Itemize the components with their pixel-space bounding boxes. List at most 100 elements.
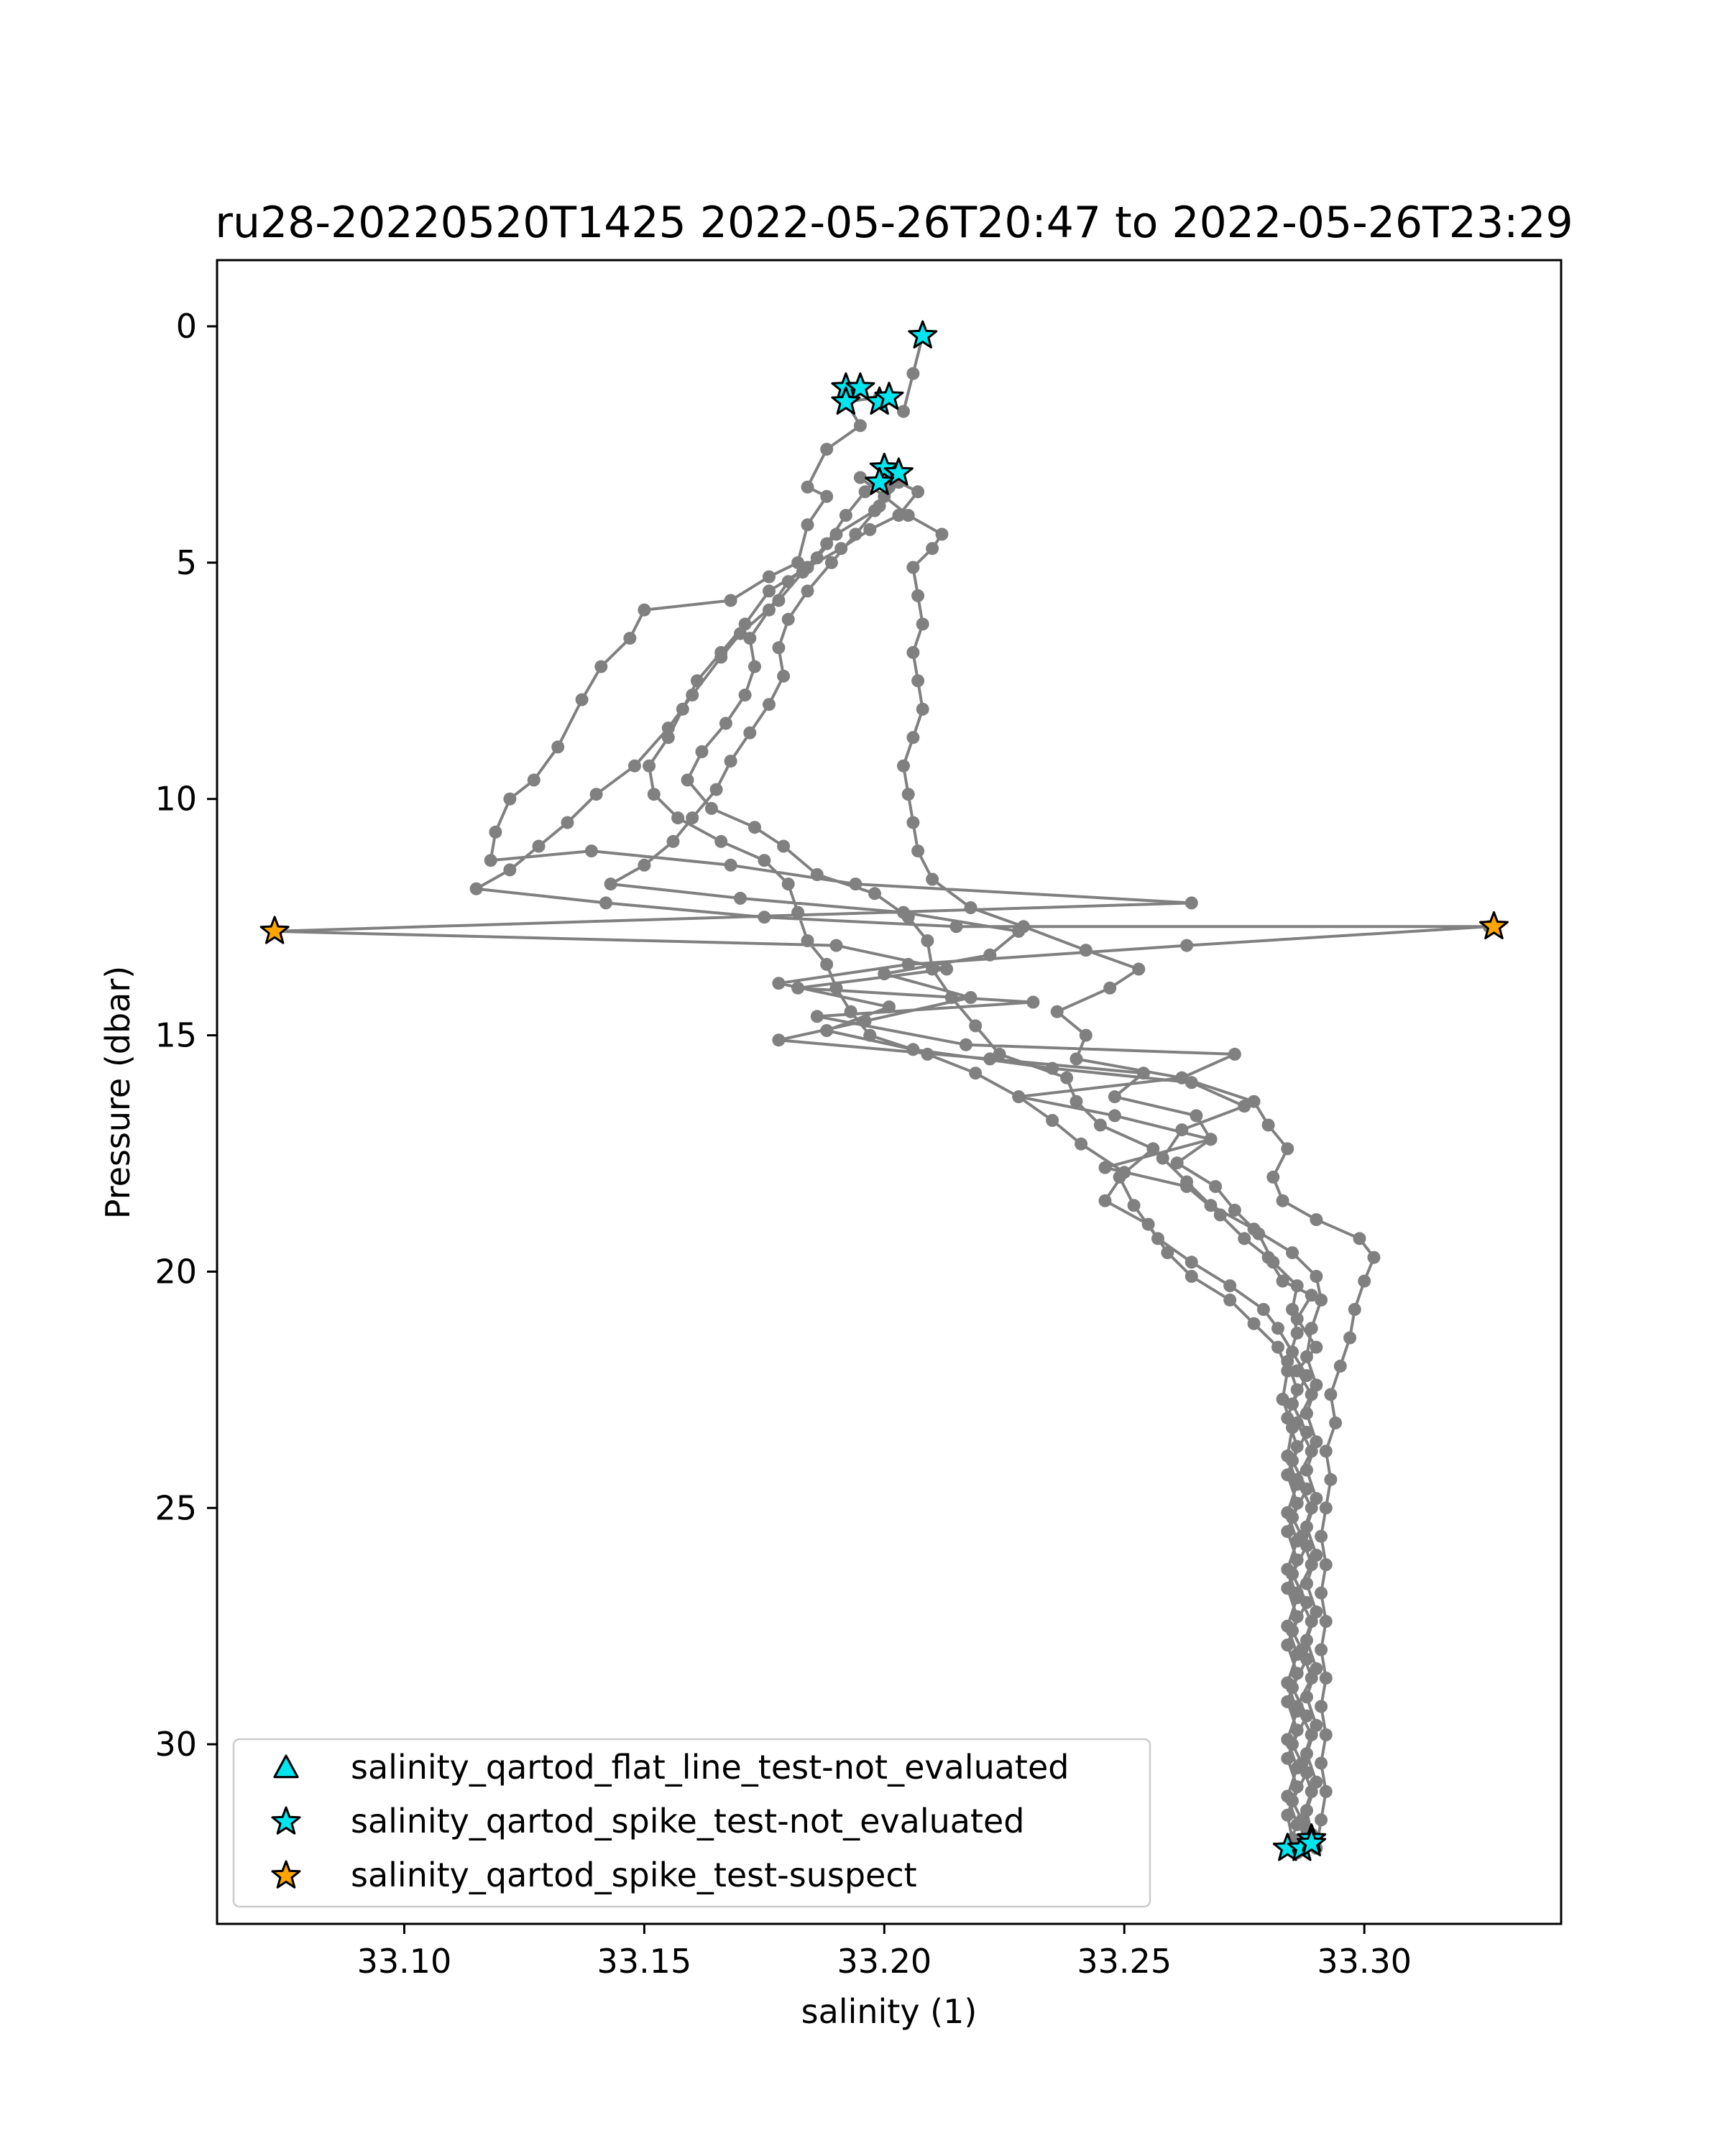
profile-point: [820, 957, 834, 971]
profile-point: [801, 518, 814, 532]
profile-point: [1310, 1213, 1323, 1227]
profile-point: [714, 834, 728, 848]
profile-point: [1286, 1303, 1299, 1316]
profile-point: [853, 419, 867, 433]
profile-point: [1310, 1775, 1323, 1789]
profile-point: [1290, 1648, 1304, 1662]
profile-point: [1290, 1496, 1304, 1510]
profile-point: [1290, 1818, 1304, 1831]
profile-point: [748, 660, 761, 673]
profile-point: [1175, 1071, 1189, 1084]
qc-star-marker: [831, 386, 861, 415]
profile-point: [1276, 1393, 1289, 1406]
profile-point: [844, 1005, 857, 1018]
profile-point: [1300, 1350, 1313, 1363]
profile-point: [1184, 1270, 1198, 1283]
profile-point: [1271, 1322, 1284, 1335]
legend: salinity_qartod_flat_line_test-not_evalu…: [232, 1738, 1151, 1908]
profile-point: [1353, 1232, 1366, 1245]
profile-point: [734, 891, 747, 905]
profile-point: [883, 1000, 896, 1014]
qc-star-marker: [845, 372, 875, 401]
profile-point: [1290, 1610, 1304, 1623]
profile-point: [1315, 1529, 1328, 1543]
profile-point: [1343, 1331, 1357, 1345]
y-tick-label: 10: [155, 780, 197, 819]
profile-point: [983, 1052, 997, 1066]
legend-label: salinity_qartod_flat_line_test-not_evalu…: [351, 1748, 1069, 1787]
profile-point: [1300, 1595, 1313, 1609]
profile-point: [1256, 1303, 1270, 1316]
profile-point: [935, 528, 949, 541]
profile-point: [916, 617, 929, 631]
qc-marker-layer: [259, 320, 1509, 1861]
profile-point: [829, 528, 843, 541]
profile-point: [1300, 1709, 1313, 1723]
legend-marker-star: [271, 1806, 301, 1835]
profile-point: [1300, 1426, 1313, 1439]
profile-point: [820, 537, 834, 550]
legend-symbol: [271, 1860, 301, 1889]
profile-point: [1204, 1133, 1218, 1146]
profile-point: [1310, 1340, 1323, 1354]
profile-point: [748, 821, 761, 834]
profile-point: [772, 977, 786, 990]
profile-point: [911, 674, 925, 688]
profile-point: [906, 731, 920, 745]
profile-point: [777, 839, 791, 853]
profile-point: [853, 471, 867, 484]
profile-point: [1315, 1293, 1328, 1307]
profile-point: [1300, 1577, 1313, 1590]
profile-point: [1290, 1383, 1304, 1396]
profile-point: [686, 811, 699, 825]
profile-point: [916, 702, 929, 716]
profile-point: [643, 759, 656, 773]
profile-point: [1300, 1482, 1313, 1496]
profile-point: [820, 1024, 834, 1037]
profile-point: [921, 1047, 934, 1061]
profile-point: [1310, 1270, 1323, 1283]
profile-point: [599, 896, 612, 910]
profile-point: [1223, 1279, 1237, 1293]
profile-point: [901, 509, 915, 522]
profile-point: [964, 901, 978, 914]
profile-point: [858, 485, 872, 499]
profile-point: [1281, 1468, 1294, 1482]
profile-point: [489, 825, 502, 839]
profile-point: [1079, 944, 1092, 957]
profile-point: [1070, 1095, 1083, 1108]
profile-point: [763, 603, 776, 617]
profile-point: [801, 584, 814, 598]
profile-point: [1324, 1388, 1338, 1401]
profile-point: [469, 882, 483, 895]
profile-point: [1319, 1445, 1333, 1458]
profile-point: [738, 688, 752, 702]
profile-point: [897, 759, 910, 773]
profile-point: [623, 632, 637, 645]
x-tick-label: 33.15: [597, 1942, 692, 1981]
profile-point: [1290, 1478, 1304, 1491]
profile-point: [1247, 1317, 1261, 1330]
profile-point: [906, 561, 920, 574]
profile-point: [820, 443, 834, 456]
profile-point: [1290, 1780, 1304, 1794]
profile-point: [839, 509, 852, 522]
profile-point: [1026, 995, 1040, 1009]
x-tick-label: 33.10: [357, 1942, 452, 1981]
x-tick-label: 33.25: [1077, 1942, 1172, 1981]
profile-point: [724, 858, 737, 872]
profile-point: [1290, 1705, 1304, 1718]
profile-point: [1238, 1100, 1251, 1113]
profile-point: [1252, 1227, 1266, 1240]
profile-point: [1266, 1256, 1280, 1269]
qc-star-marker: [259, 916, 290, 944]
y-tick-label: 0: [176, 307, 197, 346]
profile-point: [1367, 1250, 1381, 1264]
profile-point: [1046, 1061, 1059, 1075]
profile-point: [1290, 1591, 1304, 1605]
profile-point: [661, 731, 675, 745]
profile-point: [1118, 1166, 1131, 1179]
y-tick-label: 30: [155, 1725, 197, 1764]
profile-point: [969, 1019, 983, 1033]
